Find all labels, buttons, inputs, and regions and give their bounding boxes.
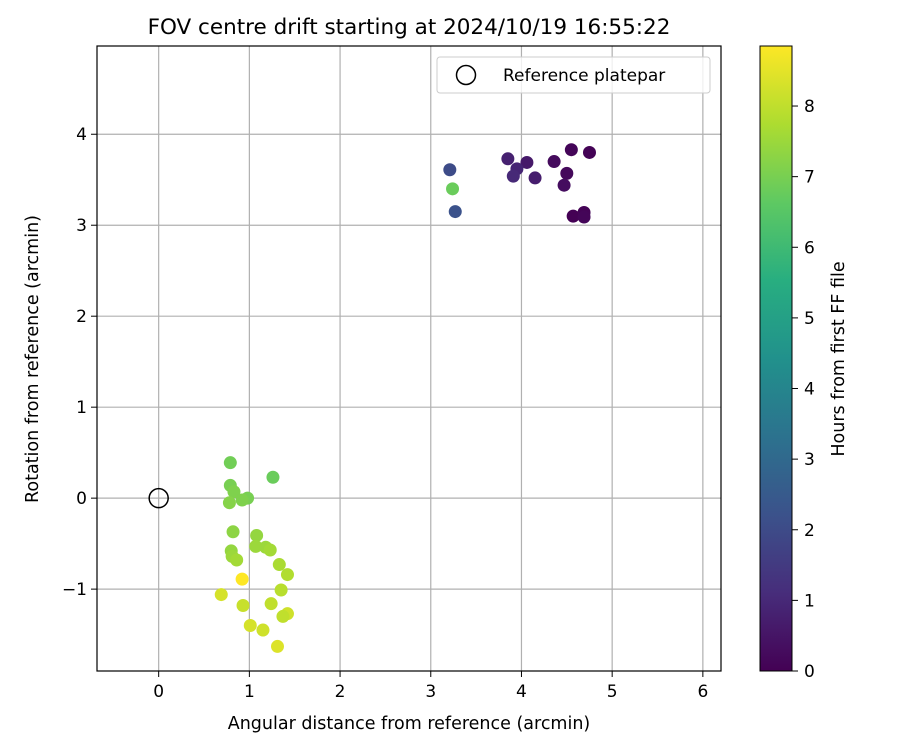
x-axis-label: Angular distance from reference (arcmin) (228, 714, 591, 734)
data-point (528, 171, 542, 185)
data-point (547, 155, 561, 169)
legend: Reference platepar (436, 56, 711, 94)
x-tick-label: 5 (607, 682, 618, 702)
data-points (148, 143, 596, 653)
y-axis-label: Rotation from reference (arcmin) (23, 215, 43, 503)
data-point (266, 470, 280, 484)
colorbar-ticks: 0 1 2 3 4 5 6 7 8 (792, 97, 815, 682)
colorbar-gradient (759, 45, 793, 672)
data-point (520, 155, 534, 169)
grid (97, 46, 721, 671)
data-point (577, 210, 591, 224)
colorbar-tick-label: 2 (804, 521, 815, 541)
colorbar: 0 1 2 3 4 5 6 7 8 Hours from first FF file (759, 45, 849, 682)
data-point (256, 623, 270, 637)
plot-frame (96, 45, 722, 672)
data-point (564, 143, 578, 157)
data-point (227, 485, 241, 499)
x-tick-label: 0 (153, 682, 164, 702)
colorbar-tick-label: 4 (804, 380, 815, 400)
data-point (448, 205, 462, 219)
data-point (236, 598, 250, 612)
data-point (501, 152, 515, 166)
x-tick-label: 3 (425, 682, 436, 702)
x-tick-label: 2 (335, 682, 346, 702)
data-point (235, 572, 249, 586)
data-point (560, 166, 574, 180)
data-point (250, 528, 264, 542)
data-point (222, 496, 236, 510)
chart-title: FOV centre drift starting at 2024/10/19 … (148, 15, 671, 40)
data-point (566, 209, 580, 223)
colorbar-label: Hours from first FF file (829, 261, 849, 456)
data-point (223, 456, 237, 470)
data-point (214, 588, 228, 602)
legend-box (436, 56, 711, 94)
legend-label-reference-platepar: Reference platepar (503, 66, 665, 86)
data-point (230, 553, 244, 567)
data-point (443, 163, 457, 177)
data-point (446, 182, 460, 196)
axes: 0 1 2 3 4 5 6 −1 0 1 2 3 4 (62, 45, 722, 702)
y-tick-label: 4 (76, 125, 87, 145)
y-tick-label: 1 (76, 398, 87, 418)
data-point (274, 583, 288, 597)
data-point (280, 568, 294, 582)
y-tick-label: 3 (76, 216, 87, 236)
data-point (276, 609, 290, 623)
data-point (264, 597, 278, 611)
reference-platepar-marker (148, 487, 169, 509)
data-point (582, 145, 596, 159)
data-point (226, 525, 240, 539)
data-point (249, 539, 263, 553)
data-point (272, 558, 286, 572)
x-tick-label: 4 (516, 682, 527, 702)
y-tick-label: −1 (62, 580, 87, 600)
data-point (263, 543, 277, 557)
colorbar-tick-label: 1 (804, 591, 815, 611)
data-point (235, 493, 249, 507)
colorbar-tick-label: 7 (804, 168, 815, 188)
x-tick-label: 6 (697, 682, 708, 702)
colorbar-tick-label: 6 (804, 238, 815, 258)
colorbar-tick-label: 5 (804, 309, 815, 329)
colorbar-tick-label: 0 (804, 662, 815, 682)
legend-reference-marker (455, 64, 477, 86)
data-point (557, 178, 571, 192)
data-point (243, 619, 257, 633)
y-tick-label: 2 (76, 307, 87, 327)
y-tick-label: 0 (76, 489, 87, 509)
colorbar-tick-label: 3 (804, 450, 815, 470)
data-point (270, 639, 284, 653)
data-point (506, 169, 520, 183)
x-tick-label: 1 (244, 682, 255, 702)
colorbar-tick-label: 8 (804, 97, 815, 117)
